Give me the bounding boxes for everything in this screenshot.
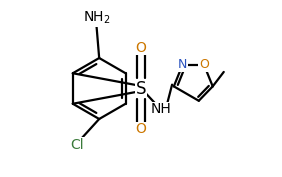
- Text: N: N: [178, 58, 187, 71]
- Text: NH: NH: [151, 102, 171, 116]
- Text: NH$_2$: NH$_2$: [83, 10, 111, 26]
- Text: O: O: [199, 58, 209, 71]
- Text: S: S: [136, 79, 146, 98]
- Text: Cl: Cl: [70, 138, 84, 152]
- Text: O: O: [136, 122, 146, 136]
- Text: O: O: [136, 41, 146, 55]
